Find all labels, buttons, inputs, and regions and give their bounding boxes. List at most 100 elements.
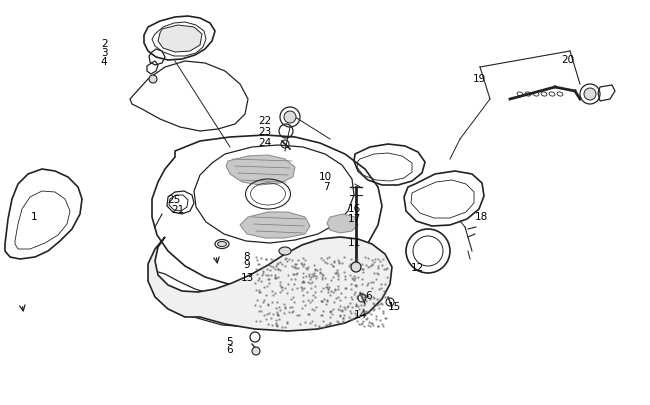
Point	[305, 299, 315, 305]
Point	[317, 312, 327, 319]
Point	[287, 304, 298, 311]
Point	[298, 277, 308, 284]
Point	[307, 306, 317, 312]
Ellipse shape	[218, 242, 226, 247]
Point	[368, 307, 378, 313]
Point	[263, 321, 273, 328]
Point	[286, 276, 296, 283]
Point	[300, 257, 311, 264]
Point	[342, 304, 352, 311]
Circle shape	[584, 89, 596, 101]
Point	[352, 260, 362, 267]
Point	[340, 273, 350, 279]
Point	[317, 271, 327, 278]
Point	[333, 294, 344, 301]
Point	[382, 265, 392, 271]
Point	[317, 276, 328, 283]
Point	[309, 273, 319, 279]
Point	[359, 323, 369, 330]
Point	[274, 268, 285, 274]
Point	[379, 288, 389, 294]
Point	[333, 306, 343, 313]
Point	[374, 305, 384, 312]
Point	[315, 269, 325, 276]
Point	[291, 285, 302, 291]
Point	[307, 273, 318, 280]
Point	[270, 290, 280, 296]
Point	[346, 316, 356, 323]
Point	[255, 318, 265, 324]
Point	[348, 276, 358, 283]
Point	[323, 286, 333, 292]
Point	[363, 293, 373, 300]
Point	[369, 295, 380, 302]
Point	[273, 266, 283, 272]
Point	[328, 289, 338, 295]
Point	[372, 302, 382, 309]
Point	[332, 270, 343, 276]
Text: 6: 6	[226, 344, 233, 354]
Point	[368, 279, 378, 285]
Point	[369, 301, 379, 308]
Point	[344, 300, 355, 307]
Point	[254, 287, 264, 293]
Point	[275, 289, 285, 296]
Point	[328, 307, 339, 313]
Point	[337, 260, 347, 266]
Point	[356, 292, 366, 299]
Text: 10: 10	[318, 171, 332, 181]
Point	[317, 324, 328, 330]
Point	[284, 256, 294, 262]
Point	[307, 279, 318, 286]
Point	[351, 302, 361, 308]
Point	[291, 262, 302, 268]
Point	[378, 310, 388, 316]
Point	[263, 303, 273, 309]
Point	[270, 305, 281, 311]
Point	[329, 258, 339, 264]
Point	[286, 296, 296, 303]
Point	[335, 313, 345, 320]
Point	[258, 284, 268, 290]
Point	[330, 270, 341, 276]
Circle shape	[284, 112, 296, 124]
Point	[306, 271, 317, 278]
Point	[289, 299, 300, 305]
Point	[373, 271, 384, 278]
Point	[332, 283, 343, 289]
Point	[367, 262, 377, 268]
Point	[352, 256, 362, 262]
Point	[357, 290, 367, 296]
Point	[309, 270, 319, 277]
Point	[291, 271, 302, 277]
Text: 1: 1	[31, 212, 38, 222]
Point	[346, 310, 356, 316]
Point	[370, 276, 381, 282]
Point	[357, 295, 367, 301]
Point	[264, 280, 274, 286]
Point	[296, 261, 307, 268]
Point	[291, 266, 301, 272]
Point	[298, 256, 309, 262]
Point	[324, 309, 335, 315]
Point	[350, 267, 361, 274]
Point	[310, 275, 320, 281]
Point	[265, 256, 276, 262]
Point	[254, 289, 265, 295]
Point	[268, 311, 279, 317]
Point	[320, 284, 331, 290]
Text: 18: 18	[474, 212, 488, 222]
Point	[326, 277, 337, 284]
Point	[267, 299, 278, 305]
Point	[358, 269, 369, 276]
Point	[373, 265, 384, 272]
Point	[335, 312, 345, 318]
Point	[367, 286, 378, 292]
Point	[318, 257, 328, 263]
Point	[358, 294, 369, 301]
Point	[379, 266, 389, 273]
Point	[310, 268, 320, 274]
Point	[278, 310, 289, 317]
Point	[292, 312, 303, 319]
Point	[367, 257, 378, 263]
